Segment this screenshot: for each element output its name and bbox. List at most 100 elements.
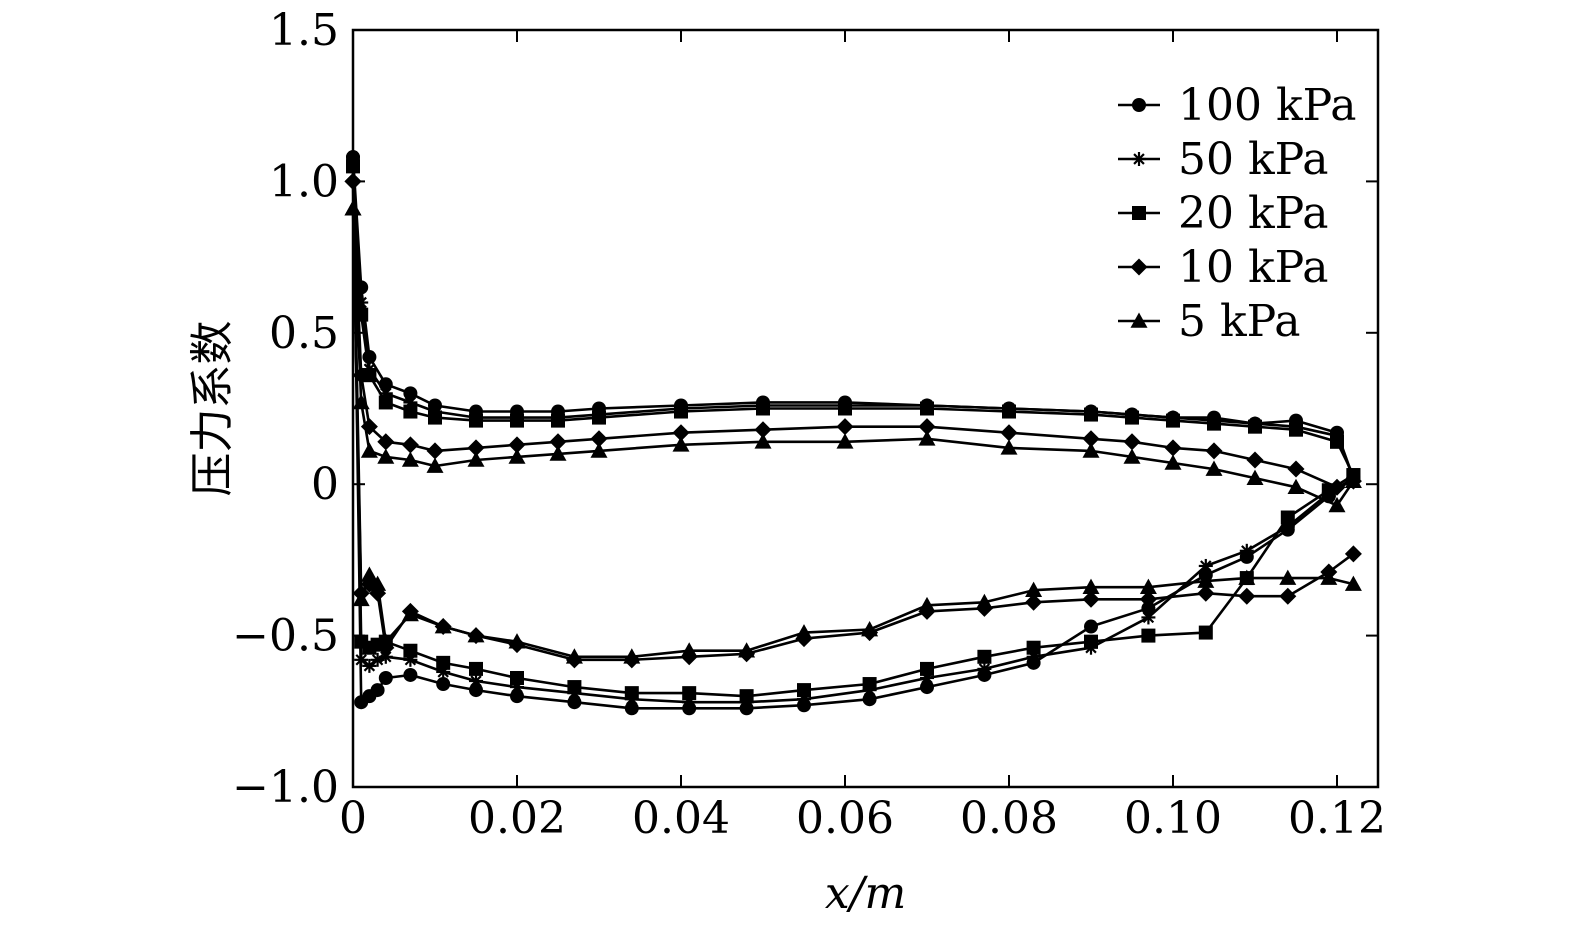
triangle-marker xyxy=(754,433,772,449)
diamond-marker xyxy=(1025,593,1043,611)
triangle-marker xyxy=(918,596,936,613)
star-marker xyxy=(1141,610,1156,625)
star-marker xyxy=(354,652,369,667)
diamond-marker xyxy=(836,418,854,436)
circle-marker xyxy=(403,386,418,401)
triangle-marker xyxy=(836,433,854,449)
x-tick-label: 0.06 xyxy=(796,793,894,844)
diamond-marker xyxy=(401,436,419,454)
diamond-marker xyxy=(1287,460,1305,478)
square-marker xyxy=(797,683,811,698)
triangle-marker xyxy=(680,642,698,658)
circle-marker xyxy=(624,701,639,716)
triangle-marker xyxy=(1130,312,1148,328)
square-marker xyxy=(674,404,688,419)
legend-label: 20 kPa xyxy=(1178,188,1329,239)
diamond-marker xyxy=(590,430,608,448)
square-marker xyxy=(510,413,524,428)
star-stroke xyxy=(470,675,482,687)
triangle-marker xyxy=(918,430,936,446)
triangle-marker xyxy=(1344,575,1362,591)
diamond-marker xyxy=(1130,258,1148,276)
square-marker xyxy=(403,404,418,419)
square-marker xyxy=(920,661,934,676)
circle-marker xyxy=(436,677,451,692)
diamond-marker xyxy=(1205,442,1223,460)
square-marker xyxy=(838,401,852,416)
square-marker xyxy=(977,649,992,664)
diamond-marker xyxy=(1082,430,1100,448)
circle-marker xyxy=(862,692,877,707)
series-5-kpa xyxy=(344,200,1362,664)
triangle-marker xyxy=(360,442,378,458)
y-tick-label: 0 xyxy=(311,459,339,510)
triangle-marker xyxy=(1328,496,1346,513)
x-tick-label: 0.04 xyxy=(632,793,730,844)
triangle-marker xyxy=(508,633,526,649)
circle-marker xyxy=(1141,601,1156,616)
square-marker xyxy=(403,643,418,658)
square-marker xyxy=(1280,510,1295,525)
square-marker xyxy=(1002,404,1016,419)
triangle-marker xyxy=(1123,448,1141,464)
triangle-marker xyxy=(369,575,387,591)
square-marker xyxy=(1084,634,1098,649)
triangle-marker xyxy=(377,633,395,649)
diamond-marker xyxy=(1279,587,1297,605)
triangle-marker xyxy=(565,648,583,664)
y-axis-label: 压力系数 xyxy=(187,321,238,497)
square-marker xyxy=(739,689,754,704)
square-marker xyxy=(1207,416,1221,431)
triangle-marker xyxy=(975,593,993,610)
triangle-marker xyxy=(352,393,370,410)
triangle-marker xyxy=(1082,442,1100,458)
square-marker xyxy=(1084,407,1098,422)
square-marker xyxy=(551,413,565,428)
x-tick-label: 0.12 xyxy=(1288,793,1386,844)
legend-item: 5 kPa xyxy=(1118,296,1301,347)
legend-item: 50 kPa xyxy=(1118,134,1329,185)
plot-frame xyxy=(351,28,1380,789)
triangle-marker xyxy=(738,642,756,658)
circle-marker xyxy=(510,689,524,704)
diamond-marker xyxy=(426,442,444,460)
circle-marker xyxy=(1084,619,1098,634)
triangle-marker xyxy=(360,566,378,582)
triangle-marker xyxy=(467,627,485,643)
square-marker xyxy=(469,413,483,428)
triangle-marker xyxy=(1279,569,1297,585)
triangle-marker xyxy=(1139,578,1157,594)
legend-label: 5 kPa xyxy=(1178,296,1301,347)
x-tick-label: 0 xyxy=(339,793,367,844)
star-stroke xyxy=(355,654,367,666)
legend-label: 10 kPa xyxy=(1178,242,1329,293)
circle-marker xyxy=(920,680,934,695)
triangle-marker xyxy=(1287,478,1305,495)
diamond-marker xyxy=(1000,424,1018,442)
star-stroke xyxy=(1133,153,1145,165)
square-marker xyxy=(1132,206,1146,220)
x-tick-label: 0.08 xyxy=(960,793,1058,844)
square-marker xyxy=(1289,422,1303,437)
legend-label: 50 kPa xyxy=(1178,134,1329,185)
y-tick-label: −1.0 xyxy=(232,762,339,813)
triangle-marker xyxy=(434,618,452,634)
triangle-marker xyxy=(426,457,444,473)
star-stroke xyxy=(1200,560,1212,572)
triangle-marker xyxy=(1320,569,1338,585)
star-marker xyxy=(1198,558,1213,573)
square-marker xyxy=(624,686,639,701)
square-marker xyxy=(592,410,606,425)
triangle-marker xyxy=(1246,469,1264,485)
triangle-marker xyxy=(1082,578,1100,594)
square-marker xyxy=(567,680,582,695)
y-tick-label: 0.5 xyxy=(269,308,339,359)
star-stroke xyxy=(363,660,376,672)
square-marker xyxy=(428,410,442,425)
triangle-marker xyxy=(1197,572,1215,588)
square-marker xyxy=(1330,434,1344,449)
star-marker xyxy=(1239,543,1254,558)
star-stroke xyxy=(380,651,392,663)
